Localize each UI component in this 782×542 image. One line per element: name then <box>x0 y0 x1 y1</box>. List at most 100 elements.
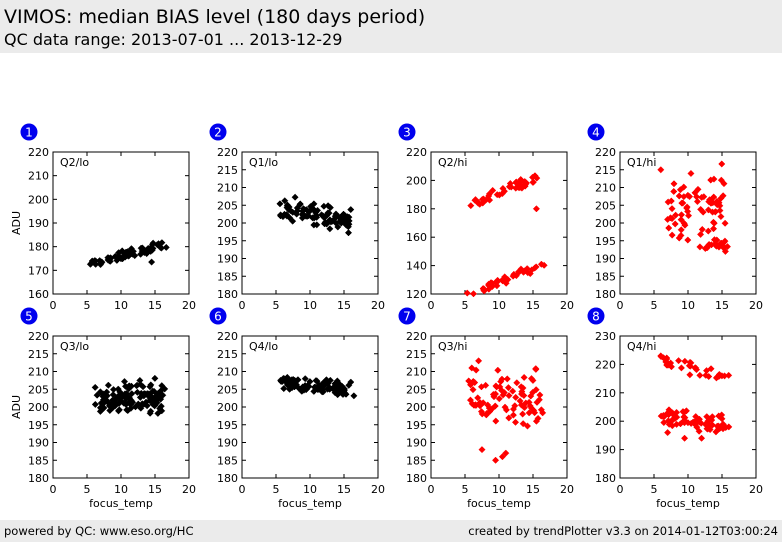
data-point <box>692 366 701 374</box>
data-point <box>306 202 315 211</box>
y-tick-label: 210 <box>217 366 238 379</box>
data-point <box>531 172 539 180</box>
y-tick-label: 180 <box>217 288 238 301</box>
data-point <box>519 410 527 418</box>
x-tick-label: 10 <box>303 483 317 496</box>
data-point <box>503 375 511 383</box>
y-tick-label: 200 <box>28 401 49 414</box>
data-point <box>465 377 473 385</box>
data-point <box>683 203 691 211</box>
data-point <box>505 392 513 400</box>
plot-index-badge <box>209 123 227 141</box>
data-point <box>513 379 521 387</box>
y-tick-label: 120 <box>406 288 427 301</box>
x-tick-label: 20 <box>749 299 763 312</box>
data-point <box>696 243 704 251</box>
plot-index-badge <box>398 307 416 325</box>
data-point <box>668 231 676 239</box>
x-tick-label: 5 <box>651 299 658 312</box>
data-point <box>337 387 345 395</box>
plot-6: 0 5 10 15 20 180 185 190 195 200 205 210 215 220 Q4/lo… <box>209 307 385 510</box>
data-point <box>497 378 505 386</box>
data-point <box>702 371 710 379</box>
header-bar: VIMOS: median BIAS level (180 days perio… <box>0 0 782 53</box>
data-point <box>138 244 146 252</box>
data-point <box>537 260 545 268</box>
y-tick-label: 205 <box>217 383 238 396</box>
y-tick-label: 190 <box>595 253 616 266</box>
plot-index-number: 5 <box>25 310 33 324</box>
x-tick-label: 20 <box>560 483 574 496</box>
plot-1: 0 5 10 15 20 160 170 180 190 200 210 220 Q2/lo ADU 1 <box>10 123 196 312</box>
data-point <box>670 187 678 196</box>
data-point <box>140 390 148 398</box>
y-tick-label: 195 <box>217 235 238 248</box>
data-point <box>525 409 533 417</box>
y-axis-label: ADU <box>10 211 23 235</box>
data-point <box>705 421 714 429</box>
x-tick-label: 10 <box>492 483 506 496</box>
data-point <box>657 352 665 360</box>
y-tick-label: 215 <box>406 348 427 361</box>
data-point <box>326 384 334 392</box>
data-point <box>693 423 701 431</box>
data-point <box>667 359 675 367</box>
data-point <box>499 184 507 193</box>
data-point <box>519 384 527 392</box>
data-point <box>127 396 135 405</box>
data-point <box>111 402 119 410</box>
data-point <box>716 206 724 215</box>
data-point <box>681 434 689 442</box>
data-point <box>91 383 99 391</box>
data-point <box>701 244 709 253</box>
data-point <box>721 219 729 227</box>
data-point <box>489 186 497 194</box>
data-point <box>675 192 683 200</box>
y-tick-label: 220 <box>595 146 616 159</box>
data-point <box>291 193 299 201</box>
data-point <box>494 366 502 374</box>
plot-frame <box>52 151 190 295</box>
x-tick-label: 15 <box>715 299 729 312</box>
data-point <box>677 216 685 224</box>
x-axis-label: focus_temp <box>656 497 720 510</box>
data-point <box>723 243 732 251</box>
data-point <box>719 192 727 200</box>
data-point <box>344 229 353 237</box>
data-point <box>721 247 729 255</box>
data-point <box>304 212 313 220</box>
data-point <box>120 377 129 386</box>
data-point <box>717 176 725 184</box>
plot-frame <box>430 151 568 295</box>
y-tick-label: 220 <box>28 146 49 159</box>
data-point <box>671 412 679 420</box>
x-tick-label: 5 <box>651 483 658 496</box>
data-point <box>334 223 342 231</box>
y-tick-label: 210 <box>217 182 238 195</box>
data-point <box>686 371 694 379</box>
plot-index-badge <box>587 307 605 325</box>
data-point <box>136 380 145 389</box>
x-axis-label: focus_temp <box>89 497 153 510</box>
y-tick-label: 215 <box>217 348 238 361</box>
data-point <box>667 363 675 371</box>
data-point <box>99 396 108 404</box>
data-point <box>154 409 162 417</box>
plot-5: 0 5 10 15 20 180 185 190 195 200 205 210 215 220 Q3/lo… <box>10 307 196 510</box>
data-point <box>347 206 355 214</box>
data-point <box>677 364 685 372</box>
y-tick-label: 190 <box>406 437 427 450</box>
data-point <box>707 241 715 249</box>
plot-label: Q4/hi <box>627 340 656 353</box>
data-point <box>704 227 712 235</box>
data-point <box>115 406 123 414</box>
data-point <box>518 184 526 192</box>
data-point <box>511 402 519 410</box>
data-point <box>532 417 540 425</box>
data-point <box>347 378 355 386</box>
data-point <box>659 412 667 420</box>
data-point <box>146 383 154 391</box>
data-point <box>520 373 528 382</box>
data-point <box>310 387 318 395</box>
data-point <box>330 215 339 223</box>
